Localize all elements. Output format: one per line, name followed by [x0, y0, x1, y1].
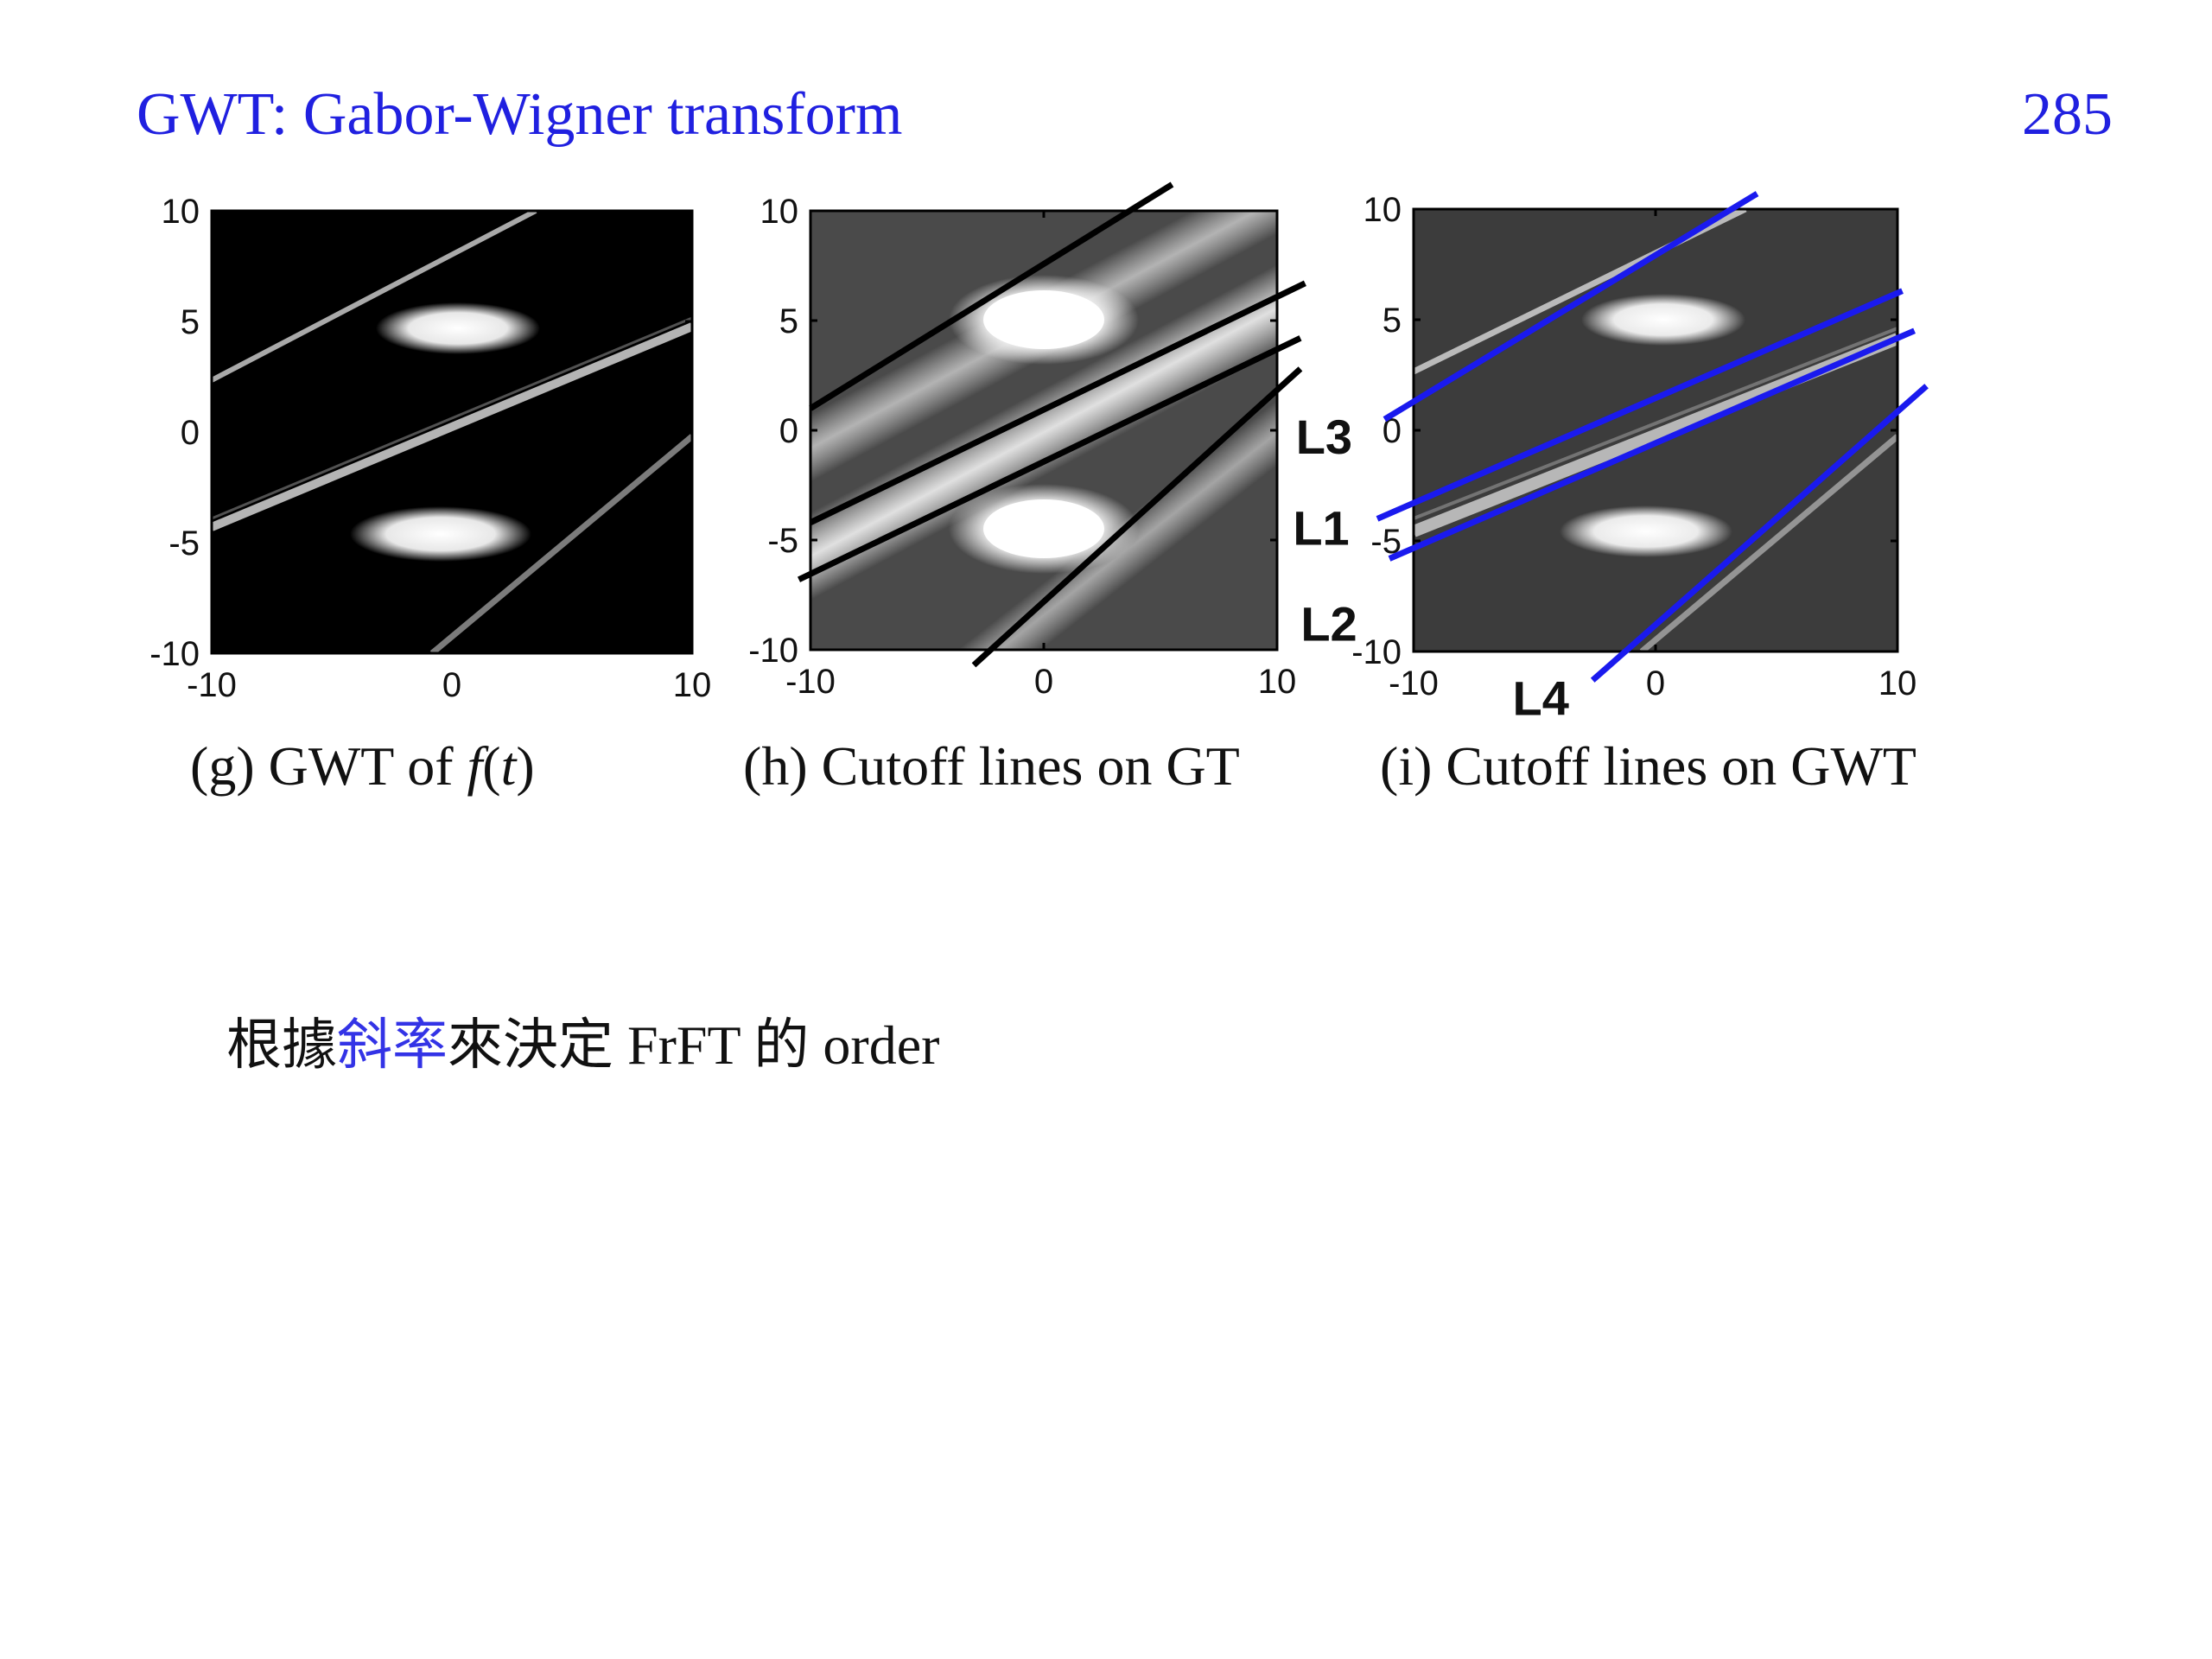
caption-text: ) — [516, 735, 534, 797]
y-tick-label-h-0: 10 — [760, 193, 799, 231]
y-tick-label-g-0: 10 — [162, 193, 200, 231]
cutoff-line-h-3 — [797, 335, 1302, 582]
cutoff-line-i-2 — [1376, 288, 1904, 522]
x-tick-label-i-1: 0 — [1646, 664, 1665, 702]
caption-h: (h) Cutoff lines on GT — [743, 735, 1240, 797]
caption-i: (i) Cutoff lines on GWT — [1380, 735, 1916, 797]
x-tick-label-h-2: 10 — [1258, 663, 1297, 701]
y-tick-label-i-1: 5 — [1382, 302, 1402, 340]
cutoff-line-i-4 — [1590, 384, 1929, 683]
axes-h: -10 0 10 10 5 0 -5 -10 (h) Cutoff lines on GT — [743, 181, 1306, 797]
line-label-l3: L3 — [1296, 410, 1352, 464]
y-tick-label-i-2: 0 — [1382, 412, 1402, 450]
line-label-l1: L1 — [1293, 500, 1349, 555]
y-tick-label-i-4: -10 — [1351, 633, 1402, 671]
slide-title: GWT: Gabor-Wigner transform — [137, 81, 903, 148]
y-tick-label-g-4: -10 — [149, 635, 200, 673]
axes-g: -10 0 10 10 5 0 -5 -10 (g) GWT of f(t) — [149, 193, 711, 797]
y-tick-label-h-3: -5 — [767, 522, 798, 560]
y-tick-label-g-2: 0 — [181, 414, 200, 452]
line-label-l4: L4 — [1513, 671, 1569, 725]
x-tick-label-g-1: 0 — [442, 666, 461, 704]
y-tick-label-g-1: 5 — [181, 303, 200, 341]
body-text: 根據斜率來決定 FrFT 的 order — [226, 1007, 939, 1084]
plot-area-g — [212, 211, 692, 653]
body-text-highlight: 斜率 — [337, 1014, 448, 1076]
x-tick-label-i-0: -10 — [1389, 664, 1439, 702]
x-tick-label-h-1: 0 — [1034, 663, 1053, 701]
cutoff-line-h-4 — [971, 366, 1303, 668]
x-tick-label-i-2: 10 — [1878, 664, 1917, 702]
y-tick-label-h-2: 0 — [779, 412, 798, 450]
body-text-part2: 來決定 FrFT 的 order — [448, 1014, 940, 1076]
figure-i — [1414, 209, 1897, 652]
y-tick-label-g-3: -5 — [168, 524, 200, 563]
caption-math: t — [501, 735, 518, 797]
cutoff-line-h-2 — [809, 280, 1306, 525]
x-tick-label-g-2: 10 — [673, 666, 712, 704]
y-tick-label-i-0: 10 — [1363, 191, 1402, 229]
body-text-part1: 根據 — [226, 1014, 337, 1076]
cutoff-line-h-1 — [809, 181, 1174, 411]
cutoff-line-i-1 — [1382, 191, 1759, 423]
image-content-g — [212, 211, 692, 653]
caption-text: ( — [482, 735, 500, 797]
y-tick-label-h-4: -10 — [748, 632, 798, 670]
y-tick-label-h-1: 5 — [779, 302, 798, 340]
x-tick-label-g-0: -10 — [187, 666, 237, 704]
x-tick-label-h-0: -10 — [785, 663, 836, 701]
caption-g: (g) GWT of f(t) — [190, 735, 535, 797]
cutoff-line-i-3 — [1388, 327, 1916, 562]
caption-text: (g) GWT of — [190, 735, 467, 797]
figure-panel: -10 0 10 10 5 0 -5 -10 (g) GWT of f(t) -10 0 10 10 5 0… — [149, 181, 1929, 797]
page-number: 285 — [2022, 81, 2113, 148]
line-label-l2: L2 — [1300, 596, 1357, 651]
figure-g — [212, 211, 692, 653]
dynamic-layer: -10 0 10 10 5 0 -5 -10 (g) GWT of f(t) -10 0 10 10 5 0… — [149, 181, 1929, 797]
